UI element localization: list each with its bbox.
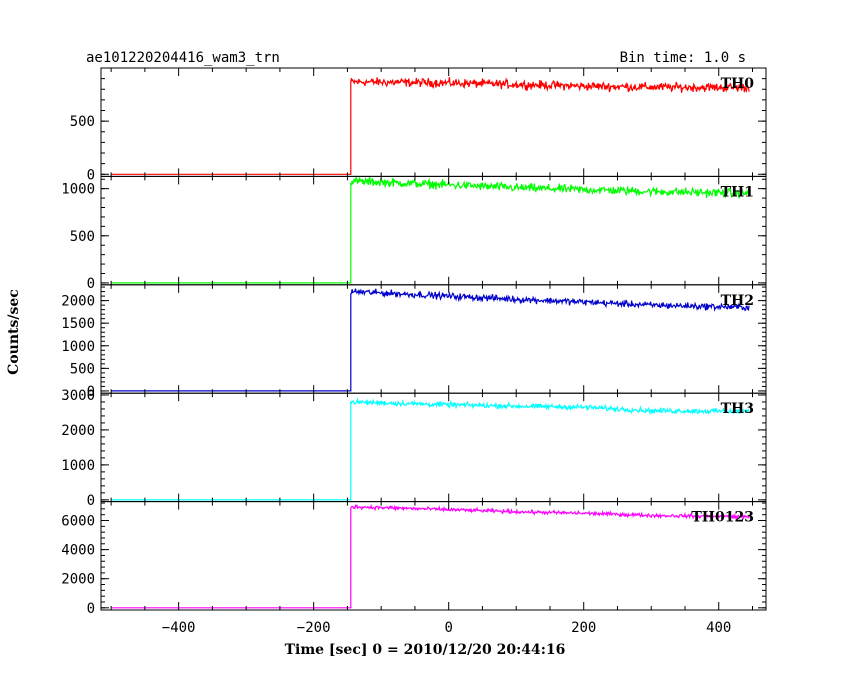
- x-tick-label: −400: [162, 620, 196, 636]
- series-line-TH3: [111, 397, 750, 501]
- panel-frame-TH2: [100, 284, 767, 394]
- y-tick-label: 6000: [61, 514, 95, 530]
- panel-label-TH2: TH2: [721, 293, 754, 309]
- panel-label-TH0: TH0: [721, 76, 755, 92]
- y-tick-label: 2000: [61, 423, 95, 439]
- x-tick-label: 400: [706, 620, 731, 636]
- series-line-TH2: [111, 288, 750, 392]
- series-line-TH1: [111, 174, 750, 284]
- y-tick-label: 1000: [61, 339, 95, 355]
- panel-label-TH3: TH3: [721, 401, 754, 417]
- bin-time-label: Bin time: 1.0 s: [620, 50, 746, 66]
- chart-title: ae101220204416_wam3_trn: [86, 50, 280, 66]
- y-tick-label: 2000: [61, 294, 95, 310]
- panel-label-TH0123: TH0123: [691, 510, 754, 526]
- x-axis-label: Time [sec] 0 = 2010/12/20 20:44:16: [285, 642, 566, 658]
- y-tick-label: 0: [87, 493, 95, 509]
- x-tick-label: −200: [297, 620, 331, 636]
- y-axis-label: Counts/sec: [6, 289, 22, 375]
- panel-frame-TH3: [100, 392, 767, 503]
- y-tick-label: 0: [87, 384, 95, 400]
- y-tick-label: 1000: [61, 182, 95, 198]
- y-tick-label: 2000: [61, 572, 95, 588]
- y-tick-label: 500: [70, 229, 95, 245]
- x-tick-label: 0: [444, 620, 452, 636]
- y-tick-label: 4000: [61, 543, 95, 559]
- y-tick-label: 0: [87, 601, 95, 617]
- panel-label-TH1: TH1: [721, 184, 754, 200]
- y-tick-label: 1500: [61, 316, 95, 332]
- y-tick-label: 500: [70, 361, 95, 377]
- y-tick-label: 0: [87, 276, 95, 292]
- y-tick-label: 3000: [61, 388, 95, 404]
- y-tick-label: 500: [70, 114, 95, 130]
- y-tick-label: 1000: [61, 458, 95, 474]
- x-tick-label: 200: [571, 620, 596, 636]
- y-tick-label: 0: [87, 167, 95, 183]
- series-line-TH0123: [111, 503, 750, 609]
- series-line-TH0: [111, 77, 750, 175]
- panel-frame-TH0123: [100, 501, 767, 611]
